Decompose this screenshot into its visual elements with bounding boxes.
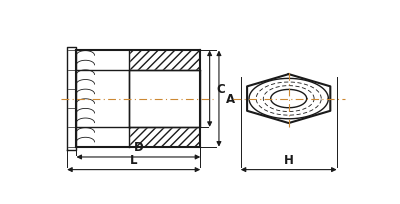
Polygon shape	[76, 51, 129, 147]
Polygon shape	[67, 48, 76, 150]
Text: L: L	[130, 153, 138, 166]
Bar	[76, 51, 200, 71]
Text: C: C	[216, 83, 225, 96]
Polygon shape	[129, 71, 200, 127]
Text: A: A	[226, 93, 235, 105]
Bar	[76, 127, 200, 147]
Text: D: D	[134, 140, 143, 153]
Polygon shape	[76, 51, 200, 147]
Polygon shape	[247, 75, 330, 123]
Text: H: H	[284, 153, 294, 166]
